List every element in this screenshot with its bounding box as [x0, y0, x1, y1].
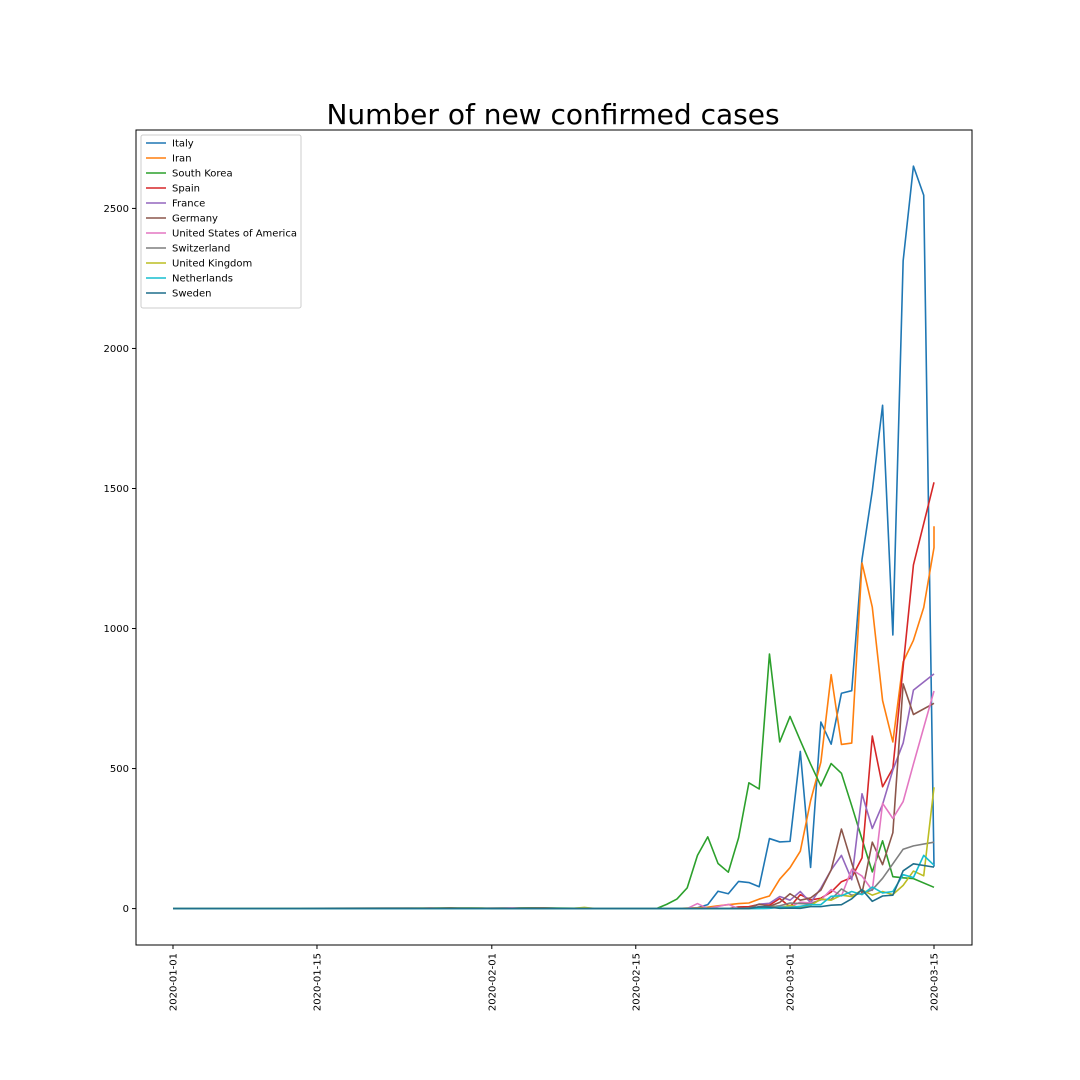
legend-label: Italy [172, 139, 194, 150]
series-line-south-korea [172, 653, 935, 910]
legend-label: Sweden [172, 289, 212, 300]
series-line-iran [173, 526, 935, 910]
legend: Italy Iran South Korea Spain France Germany Un… [140, 134, 302, 309]
series-line-italy [173, 165, 935, 910]
y-tick-label: 1000 [104, 624, 129, 635]
series-line-sweden [172, 862, 935, 910]
x-tick-label: 2020-01-15 [312, 953, 323, 1011]
series-line-netherlands [173, 854, 935, 910]
y-tick-label: 2500 [104, 204, 129, 215]
x-tick-label: 2020-01-01 [169, 953, 180, 1011]
series-layer [172, 165, 935, 910]
legend-label: United States of America [172, 229, 297, 240]
y-tick-label: 1500 [104, 484, 129, 495]
x-tick-label: 2020-03-15 [930, 953, 941, 1011]
series-line-germany [172, 683, 935, 910]
legend-label: United Kingdom [172, 259, 252, 270]
series-line-united-states-of-america [172, 690, 935, 910]
y-tick-label: 500 [110, 764, 129, 775]
y-tick-label: 2000 [104, 344, 129, 355]
legend-label: Netherlands [172, 274, 233, 285]
legend-box [140, 134, 302, 309]
chart-title: Number of new confirmed cases [326, 98, 779, 131]
x-tick-label: 2020-03-01 [786, 953, 797, 1011]
x-tick-label: 2020-02-15 [631, 953, 642, 1011]
series-line-spain [173, 482, 935, 910]
y-tick-label: 0 [123, 904, 129, 915]
legend-label: Spain [172, 184, 200, 195]
x-tick-label: 2020-02-01 [487, 953, 498, 1011]
axes-layer: 0 500 1000 1500 2000 2500 2020-01-01 2020-01-15… [104, 129, 973, 1011]
series-line-france [172, 673, 935, 910]
legend-label: Switzerland [172, 244, 230, 255]
legend-label: France [172, 199, 205, 210]
plot-frame [135, 129, 973, 946]
legend-label: South Korea [172, 169, 233, 180]
legend-label: Iran [172, 154, 192, 165]
legend-label: Germany [172, 214, 218, 225]
